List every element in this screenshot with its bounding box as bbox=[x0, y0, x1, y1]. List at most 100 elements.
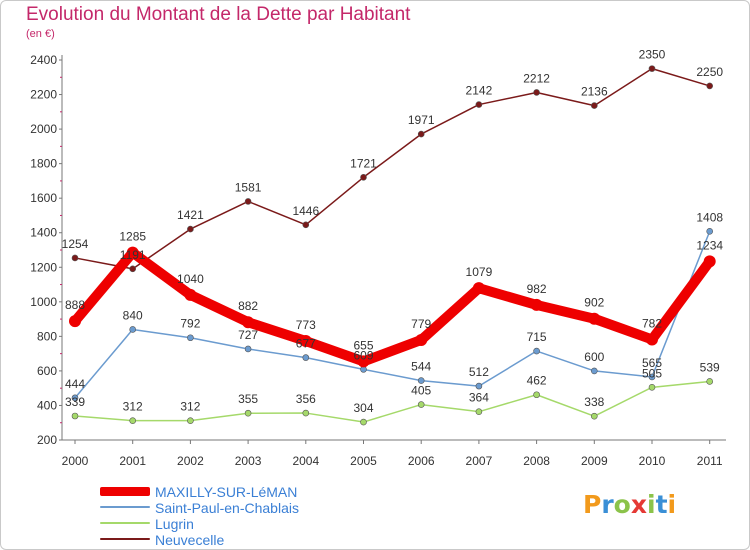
data-point bbox=[417, 377, 425, 384]
data-label: 2136 bbox=[581, 85, 608, 99]
data-point bbox=[646, 333, 658, 346]
data-label: 304 bbox=[353, 401, 373, 415]
x-tick-label: 2006 bbox=[408, 454, 435, 468]
data-label: 444 bbox=[65, 377, 85, 391]
data-point bbox=[706, 82, 714, 90]
data-label: 544 bbox=[411, 360, 431, 374]
data-point bbox=[71, 412, 79, 420]
y-tick-label: 1600 bbox=[30, 191, 57, 205]
data-point bbox=[71, 394, 79, 402]
legend-label: Neuvecelle bbox=[155, 532, 225, 548]
data-label: 312 bbox=[123, 400, 143, 414]
x-tick-label: 2003 bbox=[235, 454, 262, 468]
data-point bbox=[590, 412, 598, 420]
data-point bbox=[533, 391, 540, 399]
data-label: 779 bbox=[411, 317, 431, 331]
data-point bbox=[69, 315, 81, 328]
data-label: 1254 bbox=[62, 237, 89, 251]
data-point bbox=[706, 228, 714, 235]
brand-letter: P bbox=[583, 490, 602, 519]
x-tick-label: 2002 bbox=[177, 454, 204, 468]
data-point bbox=[360, 418, 367, 426]
data-point bbox=[129, 326, 136, 333]
data-label: 312 bbox=[180, 400, 200, 414]
legend-label: MAXILLY-SUR-LéMAN bbox=[155, 484, 298, 500]
y-tick-label: 1000 bbox=[30, 295, 57, 309]
data-point bbox=[472, 282, 485, 295]
data-label: 1191 bbox=[120, 248, 146, 262]
data-label: 902 bbox=[584, 296, 604, 310]
data-label: 1446 bbox=[292, 204, 319, 218]
data-label: 405 bbox=[411, 384, 431, 398]
data-label: 339 bbox=[65, 395, 85, 409]
data-point bbox=[302, 221, 310, 229]
data-point bbox=[648, 373, 656, 381]
data-label: 727 bbox=[238, 328, 258, 342]
chart-data-labels: 888 1285 1040 882 773 655 779 1079 982 902 782 1234… bbox=[62, 48, 724, 415]
data-label: 1581 bbox=[235, 180, 262, 194]
proxiti-logo: Proxiti bbox=[583, 490, 676, 519]
data-point bbox=[588, 312, 601, 325]
chart-axes: 200 400 600 800 1000 1200 1400 1600 1800 2000 2200… bbox=[30, 53, 726, 468]
data-label: 840 bbox=[123, 308, 143, 322]
data-label: 1040 bbox=[177, 272, 204, 286]
data-point bbox=[706, 378, 714, 385]
x-tick-label: 2001 bbox=[119, 454, 146, 468]
data-label: 355 bbox=[238, 392, 258, 406]
data-point bbox=[244, 409, 252, 417]
data-label: 715 bbox=[527, 330, 547, 344]
legend-label: Saint-Paul-en-Chablais bbox=[155, 500, 299, 516]
data-point bbox=[590, 367, 598, 375]
data-label: 1079 bbox=[466, 265, 493, 279]
data-label: 2142 bbox=[466, 84, 493, 98]
data-label: 609 bbox=[353, 348, 373, 362]
data-label: 1721 bbox=[350, 156, 377, 170]
y-tick-label: 1400 bbox=[30, 226, 57, 240]
y-tick-label: 800 bbox=[37, 329, 57, 343]
x-tick-label: 2010 bbox=[639, 454, 666, 468]
y-tick-label: 400 bbox=[37, 398, 57, 412]
data-label: 982 bbox=[527, 282, 547, 296]
brand-letter: r bbox=[601, 490, 614, 519]
data-point bbox=[129, 265, 136, 273]
data-label: 882 bbox=[238, 299, 258, 313]
x-tick-label: 2000 bbox=[62, 454, 89, 468]
data-label: 356 bbox=[296, 392, 316, 406]
data-label: 2212 bbox=[523, 71, 550, 85]
data-label: 888 bbox=[65, 298, 85, 312]
chart-subtitle: (en €) bbox=[26, 28, 55, 40]
legend-swatch bbox=[100, 506, 150, 508]
x-tick-label: 2008 bbox=[523, 454, 550, 468]
data-label: 773 bbox=[296, 318, 316, 332]
data-point bbox=[187, 225, 194, 233]
y-tick-label: 2000 bbox=[30, 122, 57, 136]
brand-letter: t bbox=[655, 490, 668, 519]
data-label: 1408 bbox=[696, 210, 723, 224]
data-point bbox=[360, 173, 367, 181]
data-point bbox=[299, 335, 312, 348]
legend-swatch bbox=[100, 487, 150, 496]
data-label: 462 bbox=[527, 374, 547, 388]
series-line bbox=[70, 247, 715, 367]
x-tick-label: 2005 bbox=[350, 454, 377, 468]
data-point bbox=[417, 130, 425, 138]
brand-letter: o bbox=[613, 490, 631, 519]
data-label: 2250 bbox=[696, 65, 723, 79]
data-point bbox=[357, 355, 370, 368]
data-label: 1971 bbox=[408, 113, 435, 127]
data-point bbox=[475, 101, 483, 108]
data-point bbox=[126, 246, 139, 259]
data-label: 565 bbox=[642, 356, 662, 370]
y-tick-label: 600 bbox=[37, 364, 57, 378]
brand-letter: i bbox=[667, 490, 677, 519]
data-point bbox=[533, 89, 540, 96]
x-tick-label: 2004 bbox=[292, 454, 319, 468]
data-label: 2350 bbox=[639, 48, 666, 62]
chart-title: Evolution du Montant de la Dette par Hab… bbox=[26, 4, 411, 25]
y-tick-label: 2400 bbox=[30, 53, 57, 67]
data-point bbox=[244, 345, 252, 353]
y-tick-label: 1200 bbox=[30, 260, 57, 274]
data-point bbox=[187, 417, 194, 424]
data-point bbox=[648, 384, 656, 391]
